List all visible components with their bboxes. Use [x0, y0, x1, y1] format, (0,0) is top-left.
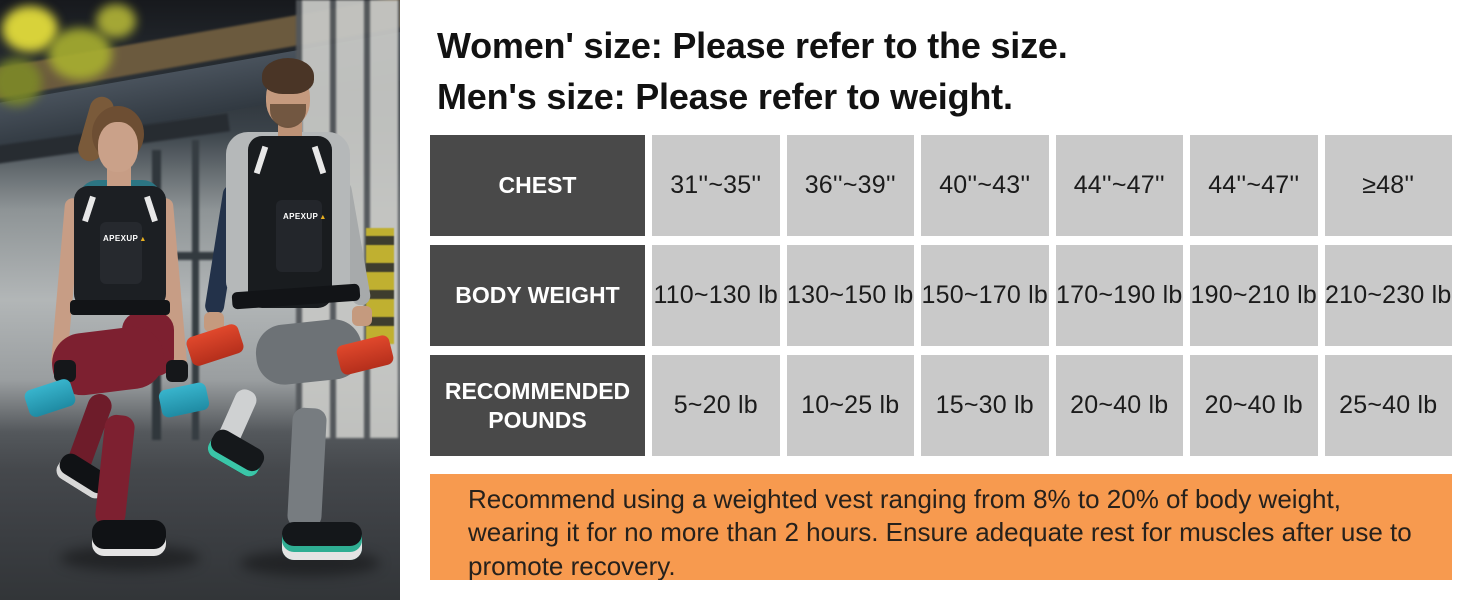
row-header-recommended-pounds: RECOMMENDED POUNDS: [430, 355, 645, 457]
body-weight-value: 210~230 lb: [1324, 245, 1452, 347]
apexup-brand-logo: APEXUP: [103, 234, 147, 243]
man-shin: [286, 407, 328, 529]
recommended-pounds-value: 10~25 lb: [786, 355, 914, 457]
chest-value: 44''~47'': [1190, 135, 1318, 237]
body-weight-value: 170~190 lb: [1055, 245, 1183, 347]
blue-dumbbell: [22, 377, 78, 419]
vest-belt-strap: [70, 300, 170, 315]
gym-rack: [192, 140, 199, 440]
woman-front-shoe: [92, 520, 166, 556]
body-weight-value: 150~170 lb: [921, 245, 1049, 347]
vest-front-panel: [276, 200, 322, 272]
woman-glove: [166, 360, 188, 382]
recommended-pounds-value: 20~40 lb: [1055, 355, 1183, 457]
chest-value: 36''~39'': [786, 135, 914, 237]
chest-value: 44''~47'': [1055, 135, 1183, 237]
recommendation-note: Recommend using a weighted vest ranging …: [430, 474, 1452, 581]
row-header-body-weight: BODY WEIGHT: [430, 245, 645, 347]
recommended-pounds-value: 20~40 lb: [1190, 355, 1318, 457]
chest-value: ≥48'': [1324, 135, 1452, 237]
row-header-chest: CHEST: [430, 135, 645, 237]
woman-face: [98, 122, 138, 172]
body-weight-value: 130~150 lb: [786, 245, 914, 347]
yellow-sign: [366, 228, 394, 344]
body-weight-value: 190~210 lb: [1190, 245, 1318, 347]
apexup-brand-logo: APEXUP: [283, 212, 327, 221]
vest-front-panel: [100, 222, 142, 284]
plant-light-bokeh: [96, 4, 136, 38]
plant-light-bokeh: [2, 6, 58, 52]
recommended-pounds-value: 15~30 lb: [921, 355, 1049, 457]
plant-light-bokeh: [0, 58, 42, 106]
page-title: Women' size: Please refer to the size. M…: [437, 20, 1452, 122]
recommended-pounds-value: 5~20 lb: [652, 355, 780, 457]
plant-light-bokeh: [48, 28, 112, 80]
size-guide-panel: Women' size: Please refer to the size. M…: [400, 0, 1464, 600]
chest-value: 40''~43'': [921, 135, 1049, 237]
woman-glove: [54, 360, 76, 382]
man-hair: [262, 58, 314, 94]
title-line-men: Men's size: Please refer to weight.: [437, 76, 1013, 118]
gym-rack: [140, 252, 270, 260]
man-hand: [352, 306, 372, 326]
gym-photo: APEXUP APEXUP: [0, 0, 400, 600]
chest-value: 31''~35'': [652, 135, 780, 237]
size-table: CHEST 31''~35'' 36''~39'' 40''~43'' 44''…: [430, 135, 1452, 457]
recommendation-note-text: Recommend using a weighted vest ranging …: [468, 484, 1412, 581]
blue-dumbbell: [157, 381, 211, 419]
recommended-pounds-value: 25~40 lb: [1324, 355, 1452, 457]
title-line-women: Women' size: Please refer to the size.: [437, 25, 1068, 66]
body-weight-value: 110~130 lb: [652, 245, 780, 347]
man-front-shoe: [282, 522, 362, 560]
